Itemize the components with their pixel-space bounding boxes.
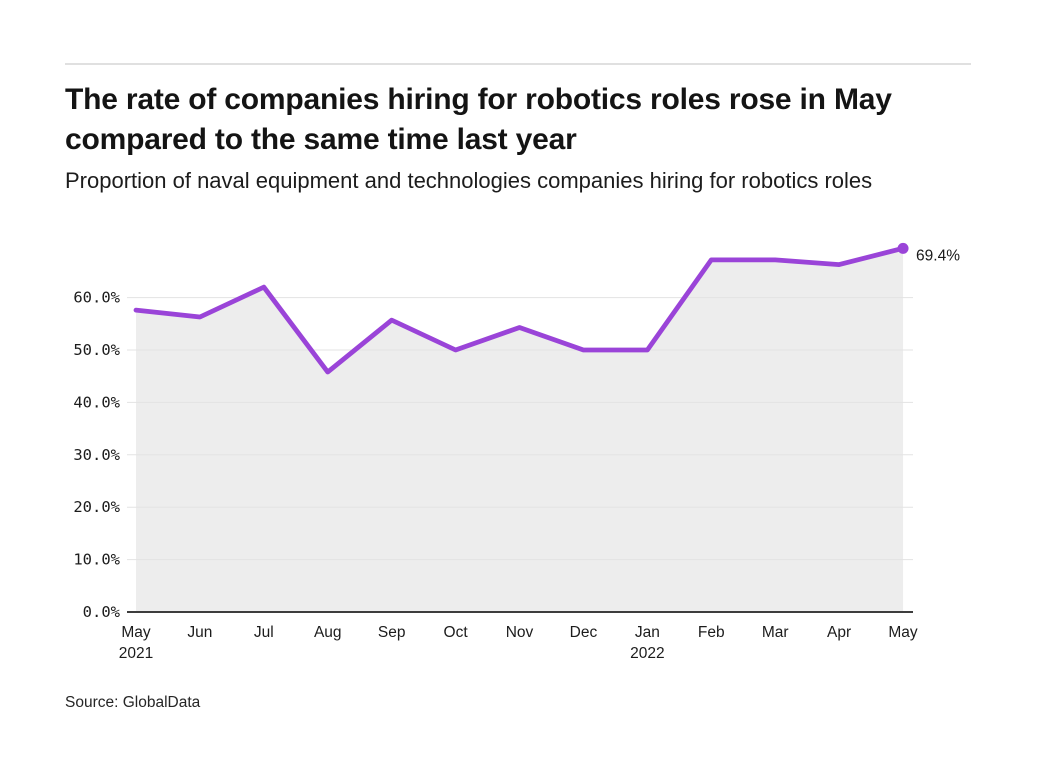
chart-title: The rate of companies hiring for robotic…	[65, 83, 892, 156]
x-axis-tick-label: Aug	[314, 624, 342, 641]
x-axis-tick-label: May	[121, 624, 151, 641]
x-axis-tick-label: Nov	[506, 624, 534, 641]
source-attribution: Source: GlobalData	[65, 694, 201, 711]
x-axis-tick-label: Jun	[187, 624, 212, 641]
x-axis-year-label: 2022	[630, 645, 664, 662]
hiring-rate-line-chart: 0.0% 10.0% 20.0% 30.0% 40.0% 50.0% 60.0% May 202…	[73, 242, 960, 662]
x-axis-tick-label: Sep	[378, 624, 406, 641]
x-axis-tick-label: Jul	[254, 624, 274, 641]
end-point-value-label: 69.4%	[916, 247, 960, 264]
y-axis-tick-label: 50.0%	[73, 341, 120, 359]
y-axis-tick-label: 30.0%	[73, 446, 120, 464]
x-axis-tick-label: Jan	[635, 624, 660, 641]
end-point-marker	[897, 242, 909, 254]
x-axis-year-label: 2021	[119, 645, 153, 662]
y-axis-tick-label: 40.0%	[73, 393, 120, 411]
x-axis-tick-label: Dec	[570, 624, 598, 641]
y-axis-tick-label: 0.0%	[83, 603, 121, 621]
data-line	[133, 245, 906, 375]
x-axis-tick-label: May	[888, 624, 918, 641]
chart-subtitle: Proportion of naval equipment and techno…	[65, 168, 873, 193]
x-axis-tick-label: Oct	[444, 624, 469, 641]
x-axis-tick-label: Apr	[827, 624, 851, 641]
x-axis-tick-label: Mar	[762, 624, 789, 641]
x-axis-tick-label: Feb	[698, 624, 725, 641]
y-axis-tick-label: 60.0%	[73, 289, 120, 307]
y-axis-tick-label: 20.0%	[73, 498, 120, 516]
area-fill	[136, 248, 904, 612]
y-axis-tick-label: 10.0%	[73, 551, 120, 569]
top-divider	[65, 63, 971, 65]
